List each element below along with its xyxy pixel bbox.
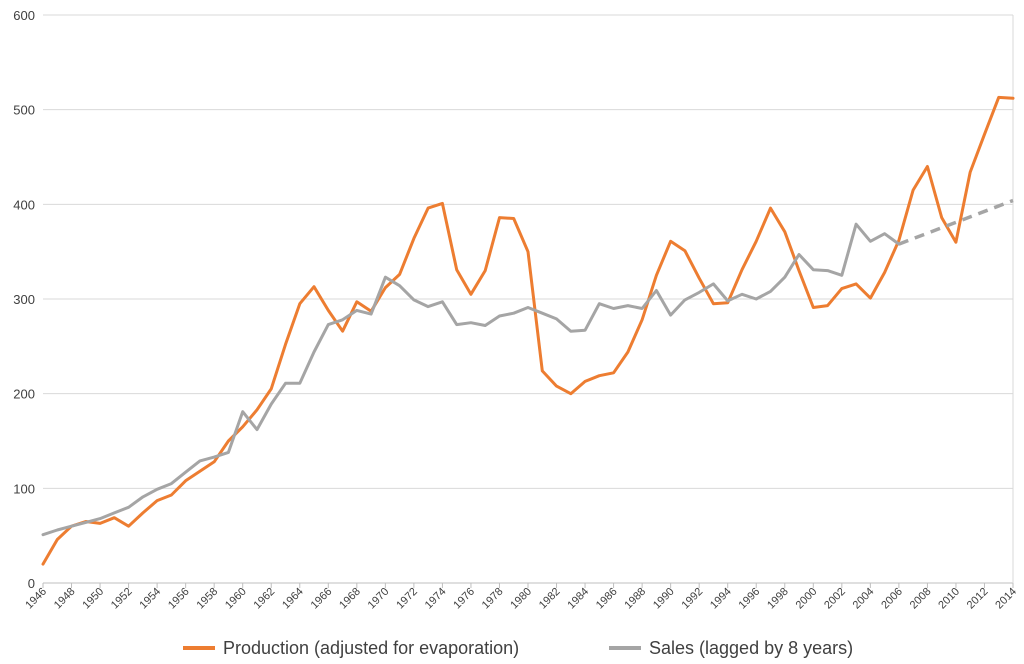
series-line-sales: [41, 222, 901, 537]
y-tick-label-400: 400: [13, 197, 35, 212]
x-tick-label-1986: 1986: [594, 586, 620, 612]
legend-label-sales: Sales (lagged by 8 years): [649, 638, 853, 658]
x-tick-label-1980: 1980: [508, 586, 534, 612]
series-line-production: [41, 95, 1015, 566]
y-tick-labels: 0 100 200 300 400 500 600: [13, 8, 35, 591]
x-tick-label-1988: 1988: [622, 586, 648, 612]
series-line-sales-trend-dashed: [898, 198, 1014, 246]
x-tick-label-1978: 1978: [480, 586, 506, 612]
x-tick-label-1970: 1970: [366, 586, 392, 612]
x-tick-label-1984: 1984: [565, 586, 591, 612]
series-lines: [41, 95, 1015, 566]
y-tick-label-200: 200: [13, 387, 35, 402]
y-tick-label-100: 100: [13, 481, 35, 496]
x-tick-label-2002: 2002: [822, 586, 848, 612]
x-tick-label-1974: 1974: [423, 586, 449, 612]
x-tick-label-1976: 1976: [451, 586, 477, 612]
legend: Production (adjusted for evaporation) Sa…: [183, 638, 853, 658]
x-tick-label-1968: 1968: [337, 586, 363, 612]
x-tick-labels: 1946 1948 1950 1952 1954 1956 1958 1960 1962 1964…: [23, 586, 1019, 612]
x-tick-label-2000: 2000: [794, 586, 820, 612]
x-tick-label-1996: 1996: [737, 586, 763, 612]
y-tick-label-0: 0: [28, 576, 35, 591]
x-tick-label-1954: 1954: [137, 586, 163, 612]
x-tick-label-1950: 1950: [80, 586, 106, 612]
x-tick-label-1998: 1998: [765, 586, 791, 612]
x-tick-label-1982: 1982: [537, 586, 563, 612]
x-tick-label-1972: 1972: [394, 586, 420, 612]
x-tick-label-2004: 2004: [851, 586, 877, 612]
x-tick-label-2010: 2010: [936, 586, 962, 612]
gridlines: [43, 14, 1013, 489]
x-tick-label-1992: 1992: [679, 586, 705, 612]
x-tick-label-1948: 1948: [52, 586, 78, 612]
x-tick-label-1952: 1952: [109, 586, 135, 612]
y-tick-label-500: 500: [13, 103, 35, 118]
axes: [42, 15, 1014, 588]
x-tick-label-2014: 2014: [993, 586, 1019, 612]
y-tick-label-600: 600: [13, 8, 35, 23]
legend-label-production: Production (adjusted for evaporation): [223, 638, 519, 658]
x-tick-label-2008: 2008: [908, 586, 934, 612]
x-tick-label-1964: 1964: [280, 586, 306, 612]
y-tick-label-300: 300: [13, 292, 35, 307]
x-tick-label-2006: 2006: [879, 586, 905, 612]
x-tick-label-1990: 1990: [651, 586, 677, 612]
x-tick-label-1994: 1994: [708, 586, 734, 612]
x-tick-label-1966: 1966: [309, 586, 335, 612]
x-tick-label-2012: 2012: [965, 586, 991, 612]
x-tick-label-1962: 1962: [252, 586, 278, 612]
x-tick-label-1956: 1956: [166, 586, 192, 612]
x-tick-label-1960: 1960: [223, 586, 249, 612]
x-tick-label-1958: 1958: [194, 586, 220, 612]
